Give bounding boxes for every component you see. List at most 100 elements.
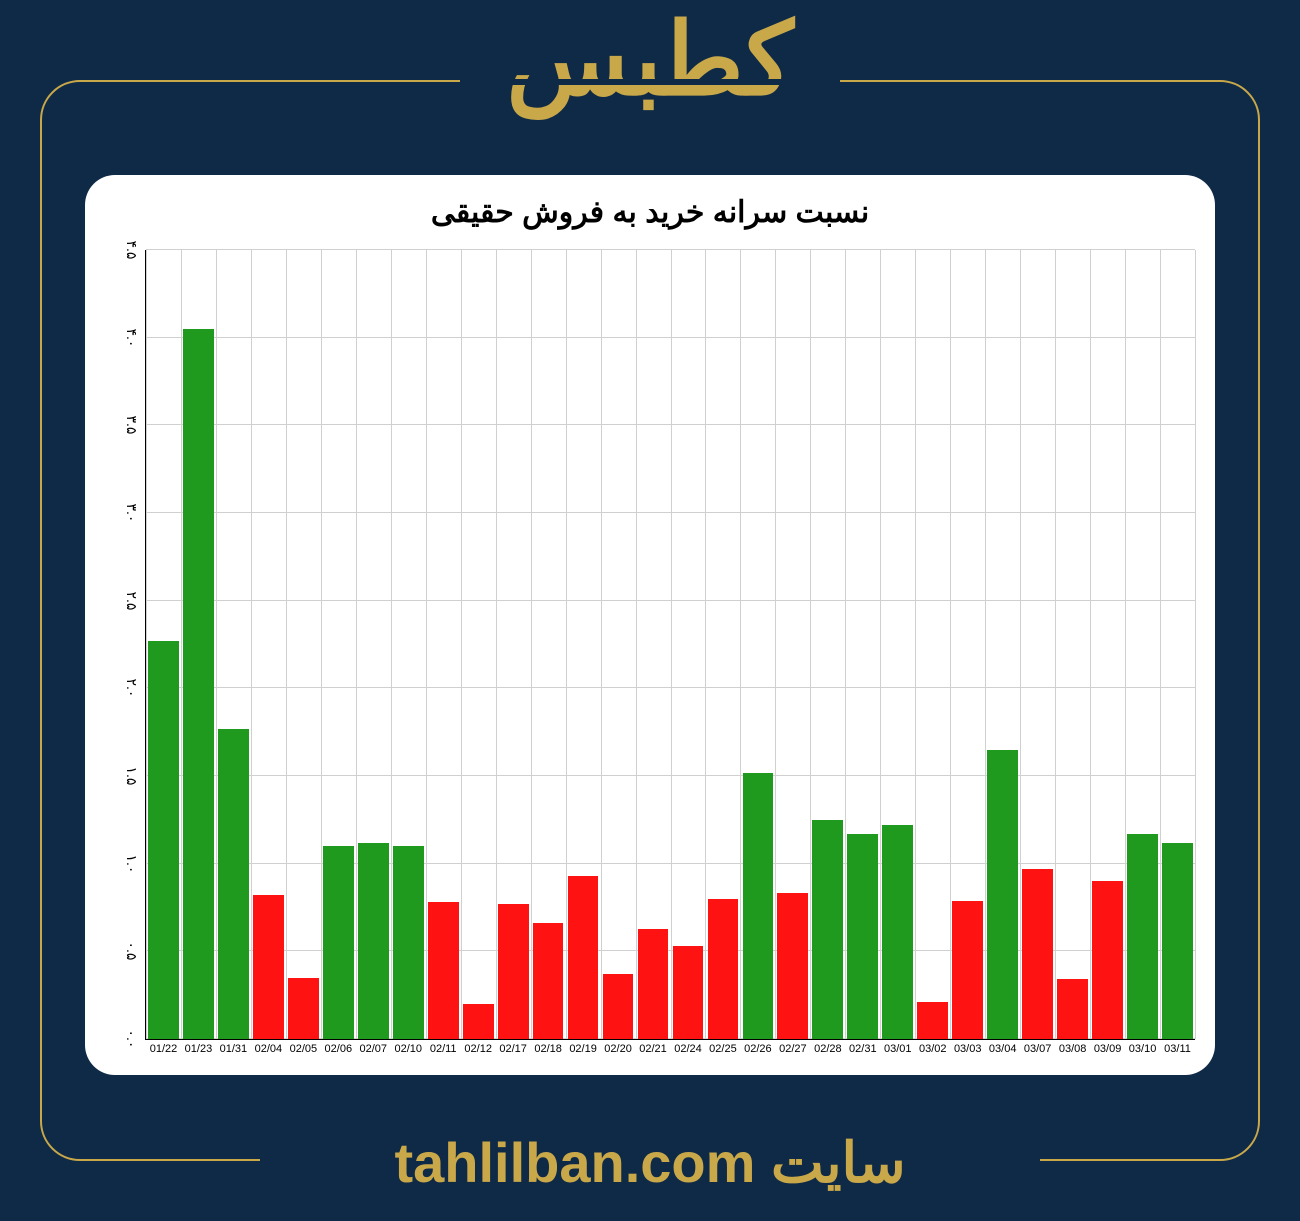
grid-line-v bbox=[950, 250, 951, 1039]
grid-line-v bbox=[845, 250, 846, 1039]
grid-line-v bbox=[880, 250, 881, 1039]
grid-line-v bbox=[496, 250, 497, 1039]
grid-line-v bbox=[426, 250, 427, 1039]
grid-line-v bbox=[985, 250, 986, 1039]
grid-line-v bbox=[1090, 250, 1091, 1039]
bar bbox=[1162, 843, 1193, 1039]
bar bbox=[323, 846, 354, 1039]
x-tick-label: 03/04 bbox=[989, 1039, 1017, 1055]
y-tick-label: ۱.۰ bbox=[124, 854, 146, 873]
grid-line-v bbox=[601, 250, 602, 1039]
grid-line-v bbox=[1055, 250, 1056, 1039]
bar bbox=[1057, 979, 1088, 1039]
bar bbox=[1127, 834, 1158, 1039]
x-tick-label: 02/06 bbox=[325, 1039, 353, 1055]
x-tick-label: 03/01 bbox=[884, 1039, 912, 1055]
grid-line-v bbox=[321, 250, 322, 1039]
bar bbox=[708, 899, 739, 1039]
grid-line-v bbox=[636, 250, 637, 1039]
bar bbox=[498, 904, 529, 1039]
x-tick-label: 01/23 bbox=[185, 1039, 213, 1055]
grid-line-v bbox=[146, 250, 147, 1039]
grid-line-v bbox=[181, 250, 182, 1039]
plot-area: ۰.۰۰.۵۱.۰۱.۵۲.۰۲.۵۳.۰۳.۵۴.۰۴.۵01/2201/23… bbox=[145, 250, 1195, 1040]
x-tick-label: 02/28 bbox=[814, 1039, 842, 1055]
y-tick-label: ۲.۰ bbox=[124, 679, 146, 698]
x-tick-label: 03/03 bbox=[954, 1039, 982, 1055]
frame-gap-top bbox=[460, 79, 840, 85]
bar bbox=[393, 846, 424, 1039]
x-tick-label: 02/20 bbox=[604, 1039, 632, 1055]
y-tick-label: ۰.۵ bbox=[124, 942, 146, 961]
x-tick-label: 02/12 bbox=[464, 1039, 492, 1055]
grid-line-v bbox=[705, 250, 706, 1039]
bar bbox=[183, 329, 214, 1039]
x-tick-label: 02/05 bbox=[290, 1039, 318, 1055]
grid-line-v bbox=[740, 250, 741, 1039]
x-tick-label: 03/09 bbox=[1094, 1039, 1122, 1055]
grid-line-v bbox=[356, 250, 357, 1039]
chart-title: نسبت سرانه خرید به فروش حقیقی bbox=[95, 195, 1205, 230]
bar bbox=[218, 729, 249, 1039]
bar bbox=[952, 901, 983, 1040]
grid-line-v bbox=[1125, 250, 1126, 1039]
grid-line-v bbox=[1195, 250, 1196, 1039]
chart-card: نسبت سرانه خرید به فروش حقیقی ۰.۰۰.۵۱.۰۱… bbox=[85, 175, 1215, 1075]
footer-text: سایت tahlilban.com bbox=[394, 1130, 905, 1196]
x-tick-label: 02/18 bbox=[534, 1039, 562, 1055]
x-tick-label: 02/11 bbox=[430, 1039, 457, 1055]
x-tick-label: 02/31 bbox=[849, 1039, 877, 1055]
x-tick-label: 02/19 bbox=[569, 1039, 597, 1055]
bar bbox=[288, 978, 319, 1039]
y-tick-label: ۴.۵ bbox=[124, 241, 146, 260]
x-tick-label: 03/08 bbox=[1059, 1039, 1087, 1055]
x-tick-label: 02/10 bbox=[394, 1039, 422, 1055]
bar bbox=[847, 834, 878, 1039]
bar bbox=[1092, 881, 1123, 1039]
bar bbox=[253, 895, 284, 1039]
bar bbox=[673, 946, 704, 1039]
x-tick-label: 03/11 bbox=[1164, 1039, 1191, 1055]
grid-line-v bbox=[810, 250, 811, 1039]
grid-line-v bbox=[915, 250, 916, 1039]
bar bbox=[638, 929, 669, 1039]
bar bbox=[568, 876, 599, 1039]
grid-line-v bbox=[1020, 250, 1021, 1039]
x-tick-label: 02/21 bbox=[639, 1039, 667, 1055]
grid-line-v bbox=[216, 250, 217, 1039]
y-tick-label: ۱.۵ bbox=[124, 767, 146, 786]
grid-line-v bbox=[391, 250, 392, 1039]
bar bbox=[987, 750, 1018, 1039]
grid-line-v bbox=[1160, 250, 1161, 1039]
bar bbox=[428, 902, 459, 1039]
x-tick-label: 03/07 bbox=[1024, 1039, 1052, 1055]
bar bbox=[777, 893, 808, 1039]
grid-line-v bbox=[251, 250, 252, 1039]
grid-line-v bbox=[461, 250, 462, 1039]
x-tick-label: 02/24 bbox=[674, 1039, 702, 1055]
x-tick-label: 02/26 bbox=[744, 1039, 772, 1055]
bar bbox=[603, 974, 634, 1039]
y-tick-label: ۰.۰ bbox=[124, 1030, 146, 1049]
x-tick-label: 03/02 bbox=[919, 1039, 947, 1055]
x-tick-label: 01/22 bbox=[150, 1039, 178, 1055]
x-tick-label: 03/10 bbox=[1129, 1039, 1157, 1055]
x-tick-label: 02/07 bbox=[360, 1039, 388, 1055]
bar bbox=[463, 1004, 494, 1039]
grid-line-v bbox=[671, 250, 672, 1039]
grid-line-v bbox=[775, 250, 776, 1039]
bar bbox=[148, 641, 179, 1039]
bar bbox=[743, 773, 774, 1040]
grid-line-v bbox=[286, 250, 287, 1039]
bar bbox=[812, 820, 843, 1039]
bar bbox=[882, 825, 913, 1039]
bar bbox=[1022, 869, 1053, 1039]
grid-line-v bbox=[566, 250, 567, 1039]
y-tick-label: ۲.۵ bbox=[124, 591, 146, 610]
x-tick-label: 02/25 bbox=[709, 1039, 737, 1055]
bar bbox=[533, 923, 564, 1039]
bar bbox=[358, 843, 389, 1039]
x-tick-label: 02/17 bbox=[499, 1039, 527, 1055]
x-tick-label: 01/31 bbox=[220, 1039, 248, 1055]
x-tick-label: 02/27 bbox=[779, 1039, 807, 1055]
